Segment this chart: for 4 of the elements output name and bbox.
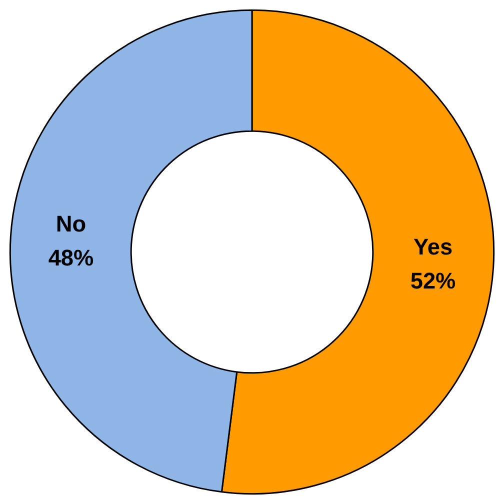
slice-label: No bbox=[56, 210, 86, 237]
slice-label: Yes bbox=[413, 233, 453, 260]
data-label: 48% bbox=[48, 244, 94, 271]
data-label: 52% bbox=[410, 267, 456, 294]
